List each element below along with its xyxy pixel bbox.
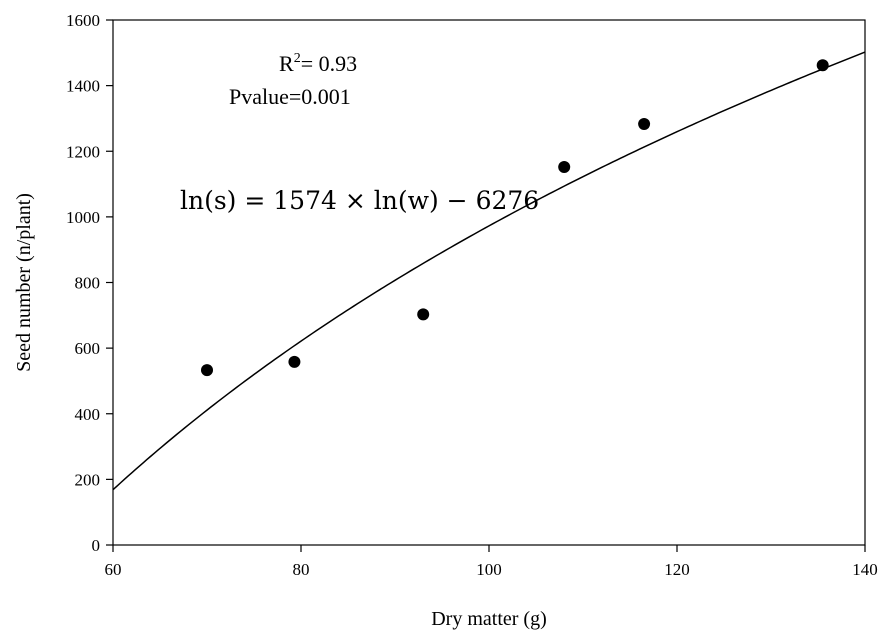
- pvalue-annotation: Pvalue=0.001: [229, 84, 351, 109]
- x-axis-title: Dry matter (g): [431, 608, 547, 630]
- data-point: [558, 161, 571, 173]
- y-tick-label: 1000: [66, 208, 100, 227]
- r-squared-annotation: R2= 0.93: [279, 51, 357, 76]
- data-point: [638, 118, 651, 131]
- data-point: [201, 364, 213, 377]
- x-tick-label: 100: [476, 560, 502, 579]
- y-tick-label: 200: [75, 470, 101, 489]
- y-tick-label: 600: [75, 339, 101, 358]
- y-tick-label: 800: [75, 274, 101, 293]
- data-points: [201, 59, 829, 377]
- x-tick-label: 60: [105, 560, 122, 579]
- data-point: [288, 355, 301, 368]
- fit-layer: [112, 51, 866, 491]
- y-tick-label: 1200: [66, 142, 100, 161]
- y-axis: 0 200 400 600 800 1000 1200 1400 1600: [66, 11, 113, 555]
- data-point: [816, 59, 829, 72]
- y-tick-label: 1400: [66, 77, 100, 96]
- plot-area: [112, 19, 866, 546]
- y-tick-label: 0: [92, 536, 101, 555]
- fit-equation: ln(s) = 1574 × ln(w) − 6276: [180, 186, 539, 215]
- x-axis: 60 80 100 120 140: [105, 545, 878, 579]
- y-tick-label: 400: [75, 405, 101, 424]
- data-point: [417, 308, 430, 321]
- fit-curve: [112, 51, 866, 491]
- x-tick-label: 80: [293, 560, 310, 579]
- r-squared-value: = 0.93: [301, 51, 357, 76]
- r-squared-superscript: 2: [294, 51, 301, 66]
- x-tick-label: 120: [664, 560, 690, 579]
- r-squared-label: R: [279, 51, 294, 76]
- y-axis-title: Seed number (n/plant): [13, 193, 35, 372]
- y-tick-label: 1600: [66, 11, 100, 30]
- x-tick-label: 140: [852, 560, 878, 579]
